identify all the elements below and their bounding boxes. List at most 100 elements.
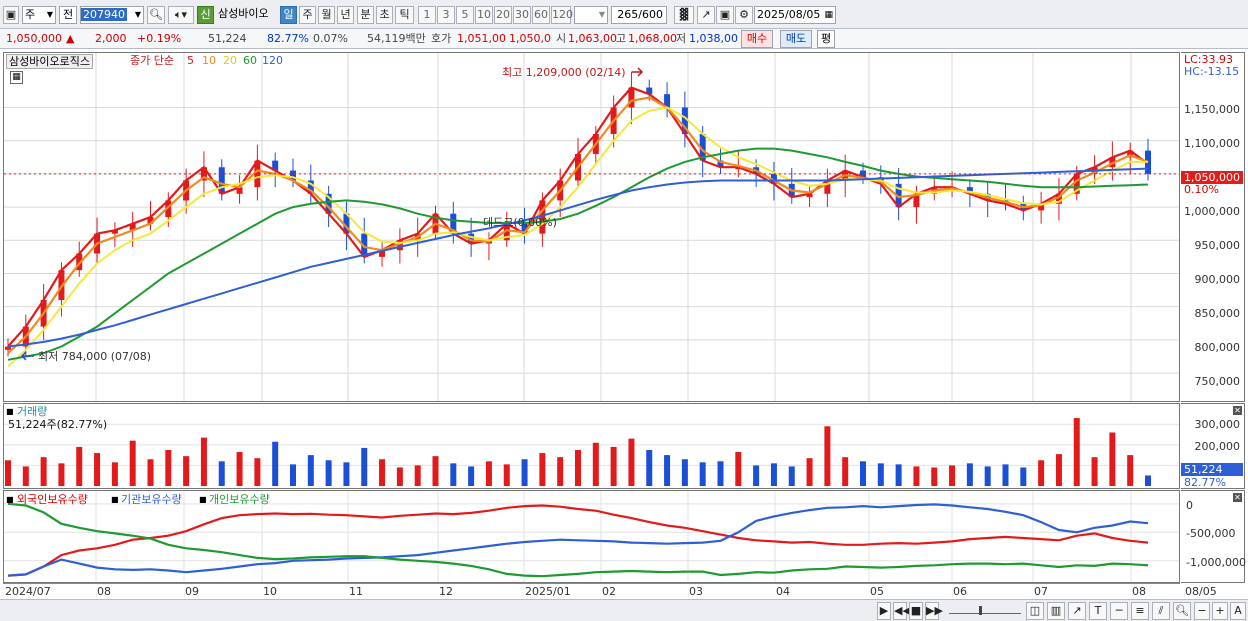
volume-bar <box>877 463 884 486</box>
volume-bar <box>931 467 938 486</box>
draw-tool-icon[interactable]: ↗ <box>697 6 715 24</box>
period-month-button[interactable]: 월 <box>318 6 335 24</box>
font-size-icon[interactable]: A <box>1230 602 1246 620</box>
minute-30-button[interactable]: 30 <box>513 6 531 24</box>
forward-icon[interactable]: ▶▶ <box>925 602 943 620</box>
toolbar: ▣ 주 ▼ 전 207940 ▼ 🔍︎ 🔈︎▾ 신 삼성바이오 일 주 월 년 분 … <box>0 0 1248 29</box>
zoom-in-icon[interactable]: + <box>1212 602 1228 620</box>
sell-button[interactable]: 매도 <box>780 30 812 48</box>
custom-period-select[interactable]: ▼ <box>574 6 608 24</box>
date-tick: 2024/07 <box>5 585 51 598</box>
rewind-icon[interactable]: ◀◀ <box>893 602 911 620</box>
window-menu-icon[interactable]: ▣ <box>3 6 19 24</box>
sound-icon[interactable]: 🔈︎▾ <box>168 6 194 24</box>
kind-select[interactable]: 전 <box>59 6 77 24</box>
period-week-button[interactable]: 주 <box>299 6 316 24</box>
stop-icon[interactable]: ■ <box>909 602 923 620</box>
period-year-button[interactable]: 년 <box>337 6 354 24</box>
stock-code-input[interactable]: 207940 ▼ <box>80 6 144 24</box>
minute-20-button[interactable]: 20 <box>494 6 512 24</box>
volume-bar <box>343 462 350 486</box>
price-change-pct: +0.19% <box>137 32 182 45</box>
volume-bar <box>1020 467 1027 486</box>
volume-bar <box>913 466 920 486</box>
chart-type-icon[interactable]: ▓ <box>674 6 694 24</box>
current-price: 1,050,000 <box>6 32 62 45</box>
price-tick: 750,000 <box>1194 375 1241 388</box>
minute-3-button[interactable]: 3 <box>437 6 455 24</box>
zoom-out-icon[interactable]: − <box>1194 602 1210 620</box>
volume-chart <box>4 418 1179 486</box>
current-price-tag: 1,050,000 <box>1181 171 1243 184</box>
holdings-scale: ✕ 0 -500,000 -1,000,000 <box>1181 490 1246 583</box>
quote-strip: 1,050,000 ▲ 2,000 +0.19% 51,224 82.77% 0… <box>0 29 1248 49</box>
candle-body <box>717 160 724 168</box>
date-tick: 12 <box>439 585 453 598</box>
volume-pane[interactable]: ■ 거래량 51,224주(82.77%) <box>3 403 1180 489</box>
average-button[interactable]: 평 <box>817 30 835 48</box>
minute-60-button[interactable]: 60 <box>532 6 550 24</box>
candle-body <box>290 170 296 181</box>
table-view-icon[interactable]: ▦ <box>10 71 23 84</box>
minute-5-button[interactable]: 5 <box>456 6 474 24</box>
volume-bar <box>1055 454 1062 486</box>
price-pane[interactable]: 삼성바이오로직스 종가 단순 5 10 20 60 120 ▦ 최고 1,209… <box>3 52 1180 402</box>
chevron-down-icon: ▼ <box>598 10 605 19</box>
period-day-button[interactable]: 일 <box>280 6 297 24</box>
save-icon[interactable]: ▣ <box>716 6 734 24</box>
minute-120-button[interactable]: 120 <box>551 6 573 24</box>
bid-label: 호가 <box>431 32 452 45</box>
horizontal-line-icon[interactable]: ─ <box>1110 602 1128 620</box>
count-input[interactable]: 265/600 <box>611 6 667 24</box>
period-second-button[interactable]: 초 <box>376 6 393 24</box>
fibonacci-icon[interactable]: ≡ <box>1131 602 1149 620</box>
volume-bar <box>468 466 475 486</box>
scroll-right-icon[interactable]: ▶ <box>877 602 891 620</box>
open-label: 시 <box>556 32 567 45</box>
settings-gear-icon[interactable]: ⚙ <box>735 6 753 24</box>
text-tool-icon[interactable]: T <box>1089 602 1107 620</box>
cross-note: 데드크(0,00%) <box>483 216 557 229</box>
search-icon[interactable]: 🔍︎ <box>147 6 165 24</box>
candle-body <box>895 183 902 208</box>
volume-bar <box>717 461 724 486</box>
ma10-legend: 10 <box>202 54 216 67</box>
volume-bar <box>272 441 279 486</box>
holdings-chart <box>4 491 1179 582</box>
date-tick: 11 <box>349 585 363 598</box>
price-tick: 1,000,000 <box>1184 205 1240 218</box>
line-draw-icon[interactable]: ↗ <box>1068 602 1086 620</box>
period-tick-button[interactable]: 틱 <box>395 6 414 24</box>
volume-bar <box>1038 460 1045 486</box>
candle-body <box>396 240 403 251</box>
layout-icon[interactable]: ▥ <box>1047 602 1065 620</box>
pane-bullet-icon: ■ <box>6 407 14 416</box>
channel-icon[interactable]: ⫽ <box>1152 602 1170 620</box>
zoom-slider-handle[interactable] <box>979 606 982 615</box>
candle-body <box>5 346 11 350</box>
zoom-search-icon[interactable]: 🔍︎ <box>1173 602 1191 620</box>
pane-close-icon[interactable]: ✕ <box>1233 406 1242 415</box>
holding-line-외국인보유수량 <box>7 504 1149 577</box>
minute-1-button[interactable]: 1 <box>418 6 436 24</box>
high-price: 1,068,00 <box>628 32 677 45</box>
date-tick: 05 <box>870 585 884 598</box>
buy-button[interactable]: 매수 <box>741 30 773 48</box>
candle-body <box>307 180 314 194</box>
toggle-icon[interactable]: ◫ <box>1026 602 1044 620</box>
period-minute-button[interactable]: 분 <box>357 6 374 24</box>
volume-bar <box>770 463 777 486</box>
candle-body <box>1055 193 1062 204</box>
date-input[interactable]: 2025/08/05 ▦ <box>754 6 836 24</box>
market-select[interactable]: 주 ▼ <box>22 6 56 24</box>
low-arrow-icon <box>20 351 34 361</box>
volume-tick: 300,000 <box>1194 418 1241 431</box>
minute-10-button[interactable]: 10 <box>475 6 493 24</box>
volume-bar <box>895 464 902 486</box>
candle-body <box>699 134 706 161</box>
volume-bar <box>1073 418 1080 486</box>
pane-close-icon[interactable]: ✕ <box>1233 493 1242 502</box>
holdings-pane[interactable]: ■ 외국인보유수량 ■ 기관보유수량 ■ 개인보유수량 <box>3 490 1180 583</box>
zoom-slider[interactable] <box>949 606 1021 615</box>
candle-body <box>254 160 261 188</box>
